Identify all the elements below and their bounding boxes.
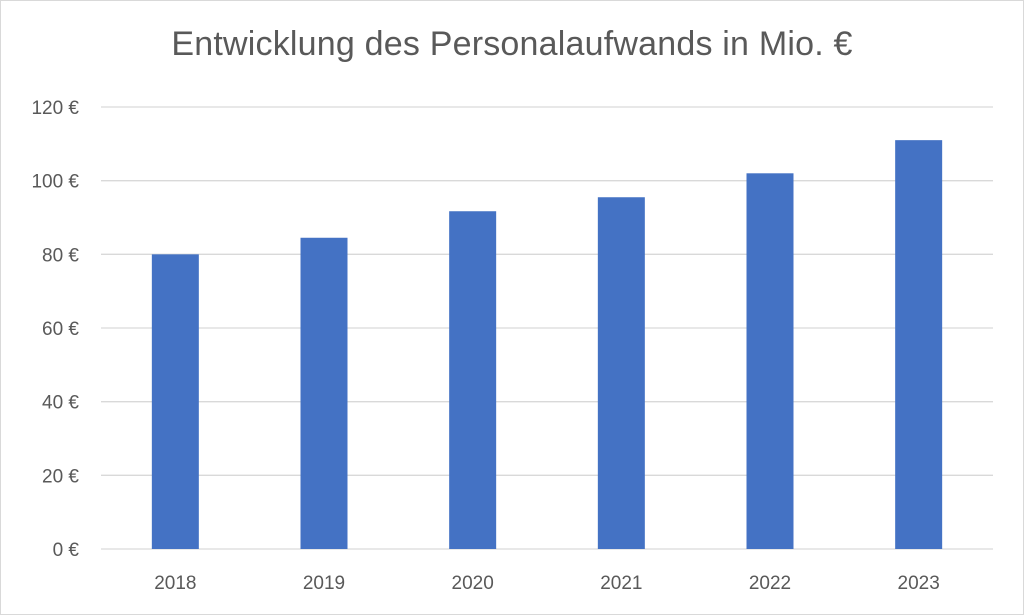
bar-2021 [597,197,645,549]
y-tick-label: 100 € [31,172,79,193]
y-tick-label: 20 € [42,466,79,487]
bars [151,140,943,550]
gridlines [101,106,993,550]
y-tick-label: 120 € [31,98,79,119]
y-tick-label: 40 € [42,393,79,414]
y-tick-label: 0 € [53,540,80,561]
chart-title: Entwicklung des Personalaufwands in Mio.… [171,25,853,63]
bar-2022 [746,173,794,550]
x-tick-label: 2020 [452,573,494,594]
y-tick-label: 60 € [42,319,79,340]
x-tick-label: 2023 [898,573,940,594]
x-tick-label: 2022 [749,573,791,594]
bar-2018 [151,254,199,550]
bar-2023 [895,140,943,549]
bar-2019 [300,237,348,549]
x-axis-ticks: 2018 2019 2020 2021 2022 2023 [154,573,940,594]
bar-2020 [449,211,497,549]
y-axis-ticks: 0 € 20 € 40 € 60 € 80 € 100 € 120 € [31,98,79,561]
x-tick-label: 2021 [600,573,642,594]
y-tick-label: 80 € [42,245,79,266]
x-tick-label: 2019 [303,573,345,594]
x-tick-label: 2018 [154,573,196,594]
